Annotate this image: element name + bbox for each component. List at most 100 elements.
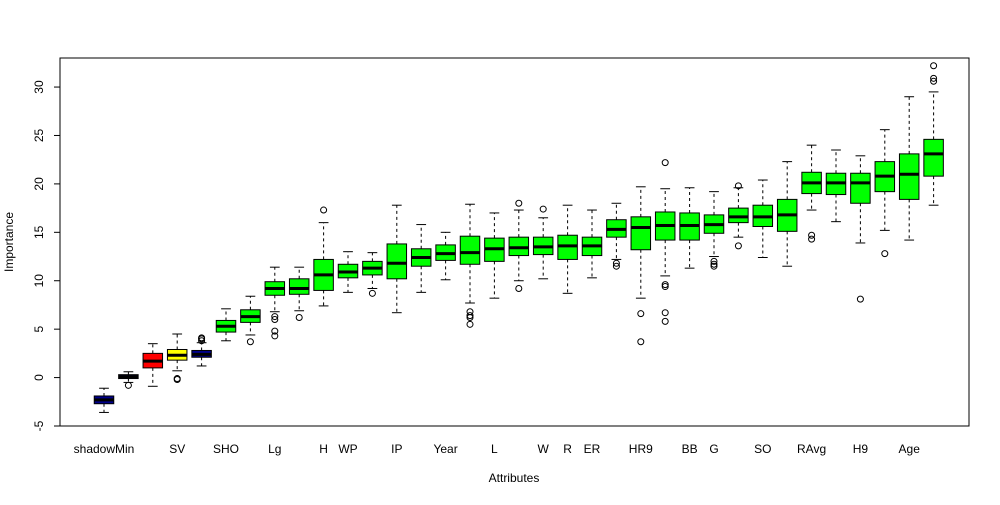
outlier-point bbox=[637, 338, 645, 346]
box-1 bbox=[93, 387, 115, 413]
x-tick-label: W bbox=[538, 442, 550, 456]
box-8 bbox=[264, 266, 286, 340]
box-33 bbox=[874, 129, 896, 258]
outlier-point bbox=[320, 206, 328, 214]
y-tick-label: 5 bbox=[32, 326, 46, 333]
outlier-point bbox=[515, 284, 523, 292]
box-5 bbox=[191, 334, 212, 367]
box-27 bbox=[728, 182, 749, 250]
box-34 bbox=[898, 96, 920, 241]
outlier-point bbox=[930, 62, 938, 70]
outlier-point bbox=[808, 231, 816, 239]
outlier-point bbox=[710, 262, 718, 270]
box-22 bbox=[606, 202, 627, 270]
outlier-point bbox=[198, 335, 206, 343]
outlier-point bbox=[734, 182, 742, 190]
outlier-point bbox=[124, 381, 132, 389]
box-9 bbox=[288, 266, 310, 322]
box-23 bbox=[630, 186, 652, 346]
outlier-point bbox=[661, 281, 669, 289]
box-body bbox=[898, 153, 920, 200]
box-19 bbox=[532, 205, 554, 280]
x-tick-label: L bbox=[491, 442, 498, 456]
x-tick-label: SO bbox=[754, 442, 771, 456]
x-tick-label: Age bbox=[899, 442, 921, 456]
y-axis-title: Importance bbox=[2, 212, 16, 272]
outlier-point bbox=[612, 259, 620, 267]
box-20 bbox=[557, 204, 578, 294]
box-7 bbox=[240, 295, 261, 346]
x-tick-label: Year bbox=[433, 442, 457, 456]
x-tick-label: WP bbox=[338, 442, 357, 456]
x-tick-label: H bbox=[319, 442, 328, 456]
x-tick-label: BB bbox=[682, 442, 698, 456]
box-18 bbox=[508, 199, 530, 292]
plot-frame bbox=[59, 57, 970, 427]
outlier-point bbox=[661, 283, 669, 291]
y-tick-label: 30 bbox=[32, 80, 46, 94]
outlier-point bbox=[173, 376, 181, 384]
y-axis: -5 0 5 10 15 20 25 30 bbox=[32, 80, 60, 431]
x-tick-label: HR9 bbox=[629, 442, 653, 456]
outlier-point bbox=[271, 315, 279, 323]
outlier-point bbox=[539, 205, 547, 213]
y-tick-label: 15 bbox=[32, 225, 46, 239]
outlier-point bbox=[295, 314, 303, 322]
x-tick-label: H9 bbox=[853, 442, 869, 456]
box-6 bbox=[215, 308, 237, 342]
outlier-point bbox=[466, 320, 474, 328]
y-tick-label: 0 bbox=[32, 374, 46, 381]
outlier-point bbox=[198, 337, 206, 345]
box-16 bbox=[459, 203, 481, 328]
box-2 bbox=[118, 371, 139, 389]
box-25 bbox=[679, 187, 700, 269]
y-tick-label: 20 bbox=[32, 177, 46, 191]
x-axis: shadowMin SV SHO Lg H WP IP Year L W R ER HR9 BB G SO RA… bbox=[74, 442, 921, 456]
x-tick-label: SHO bbox=[213, 442, 239, 456]
outlier-point bbox=[734, 242, 742, 250]
box-32 bbox=[850, 155, 871, 303]
box-14 bbox=[410, 224, 432, 293]
box-15 bbox=[435, 231, 456, 281]
box-4 bbox=[166, 333, 188, 384]
x-tick-label: RAvg bbox=[797, 442, 826, 456]
outlier-point bbox=[466, 312, 474, 320]
outlier-point bbox=[930, 77, 938, 85]
x-tick-label: G bbox=[709, 442, 718, 456]
box-26 bbox=[703, 191, 725, 270]
y-tick-label: 25 bbox=[32, 128, 46, 142]
x-tick-label: SV bbox=[169, 442, 185, 456]
box-body bbox=[850, 172, 871, 204]
box-body bbox=[386, 243, 408, 280]
box-body bbox=[630, 216, 652, 251]
box-11 bbox=[337, 251, 359, 293]
box-21 bbox=[581, 209, 603, 279]
outlier-point bbox=[661, 317, 669, 325]
y-tick-label: 10 bbox=[32, 274, 46, 288]
outlier-point bbox=[271, 327, 279, 335]
box-3 bbox=[142, 343, 164, 387]
box-body bbox=[288, 278, 310, 295]
outlier-point bbox=[466, 314, 474, 322]
x-tick-label: shadowMin bbox=[74, 442, 135, 456]
outlier-point bbox=[710, 260, 718, 268]
outlier-point bbox=[368, 289, 376, 297]
outlier-point bbox=[808, 235, 816, 243]
box-body bbox=[923, 138, 944, 177]
outlier-point bbox=[612, 262, 620, 270]
box-12 bbox=[362, 252, 383, 297]
outlier-point bbox=[661, 159, 669, 167]
outlier-point bbox=[856, 295, 864, 303]
outlier-point bbox=[881, 250, 889, 258]
x-tick-label: IP bbox=[391, 442, 402, 456]
x-tick-label: ER bbox=[584, 442, 601, 456]
box-29 bbox=[776, 161, 798, 267]
outlier-point bbox=[710, 257, 718, 265]
box-10 bbox=[313, 206, 334, 307]
y-tick-label: -5 bbox=[32, 420, 46, 431]
outlier-point bbox=[637, 310, 645, 318]
x-tick-label: R bbox=[563, 442, 572, 456]
outlier-point bbox=[271, 313, 279, 321]
